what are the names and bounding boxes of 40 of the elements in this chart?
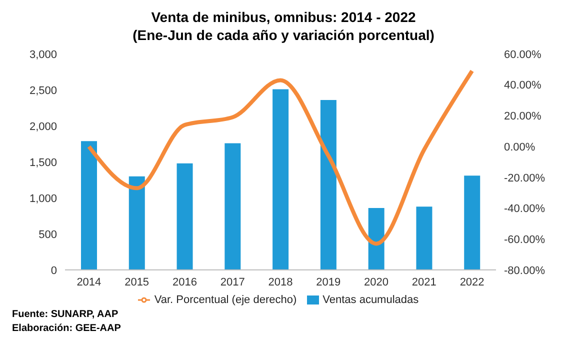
x-tick-label: 2022 xyxy=(460,276,484,289)
y2-tick-label: 0.00% xyxy=(504,141,536,154)
y2-tick-label: 20.00% xyxy=(504,110,542,123)
bar xyxy=(81,141,97,270)
bar xyxy=(128,176,145,270)
y-tick-label: 2,000 xyxy=(29,120,57,133)
x-tick-label: 2014 xyxy=(76,276,102,289)
bar xyxy=(368,208,384,270)
bar xyxy=(416,206,432,270)
x-tick-label: 2015 xyxy=(124,276,150,289)
y2-tick-label: 40.00% xyxy=(504,80,542,92)
bar xyxy=(176,163,193,270)
y2-tick-label: -20.00% xyxy=(504,172,546,184)
x-tick-label: 2019 xyxy=(316,276,341,289)
y2-tick-label: -60.00% xyxy=(504,234,546,246)
y2-tick-label: -80.00% xyxy=(504,264,546,277)
source-note: Fuente: SUNARP, AAP xyxy=(12,308,120,322)
y2-tick-label: 60.00% xyxy=(504,48,542,61)
y-tick-label: 3,000 xyxy=(29,48,57,61)
x-tick-label: 2021 xyxy=(412,276,436,289)
text: Elaboración: GEE-AAP xyxy=(12,322,122,336)
y-tick-label: 500 xyxy=(38,228,57,241)
y-tick-label: 0 xyxy=(50,264,57,277)
bar xyxy=(320,100,336,270)
x-tick-label: 2016 xyxy=(172,276,197,289)
legend-label: Var. Porcentual (eje derecho) xyxy=(154,294,297,306)
y-tick-label: 1,500 xyxy=(29,156,57,169)
x-tick-label: 2020 xyxy=(364,276,389,289)
y2-tick-label: -40.00% xyxy=(504,203,546,216)
chart-title: Venta de minibus, omnibus: 2014 - 2022 xyxy=(150,8,417,26)
legend-label: Ventas acumuladas xyxy=(322,294,419,306)
y-tick-label: 1,000 xyxy=(29,192,57,205)
chart-subtitle: (Ene-Jun de cada año y variación porcentual) xyxy=(132,26,436,44)
bar xyxy=(464,176,480,270)
bar xyxy=(224,143,241,270)
y-tick-label: 2,500 xyxy=(29,84,57,97)
bar xyxy=(272,89,289,270)
x-tick-label: 2017 xyxy=(220,276,245,289)
x-tick-label: 2018 xyxy=(268,276,293,289)
line-series xyxy=(86,68,474,246)
